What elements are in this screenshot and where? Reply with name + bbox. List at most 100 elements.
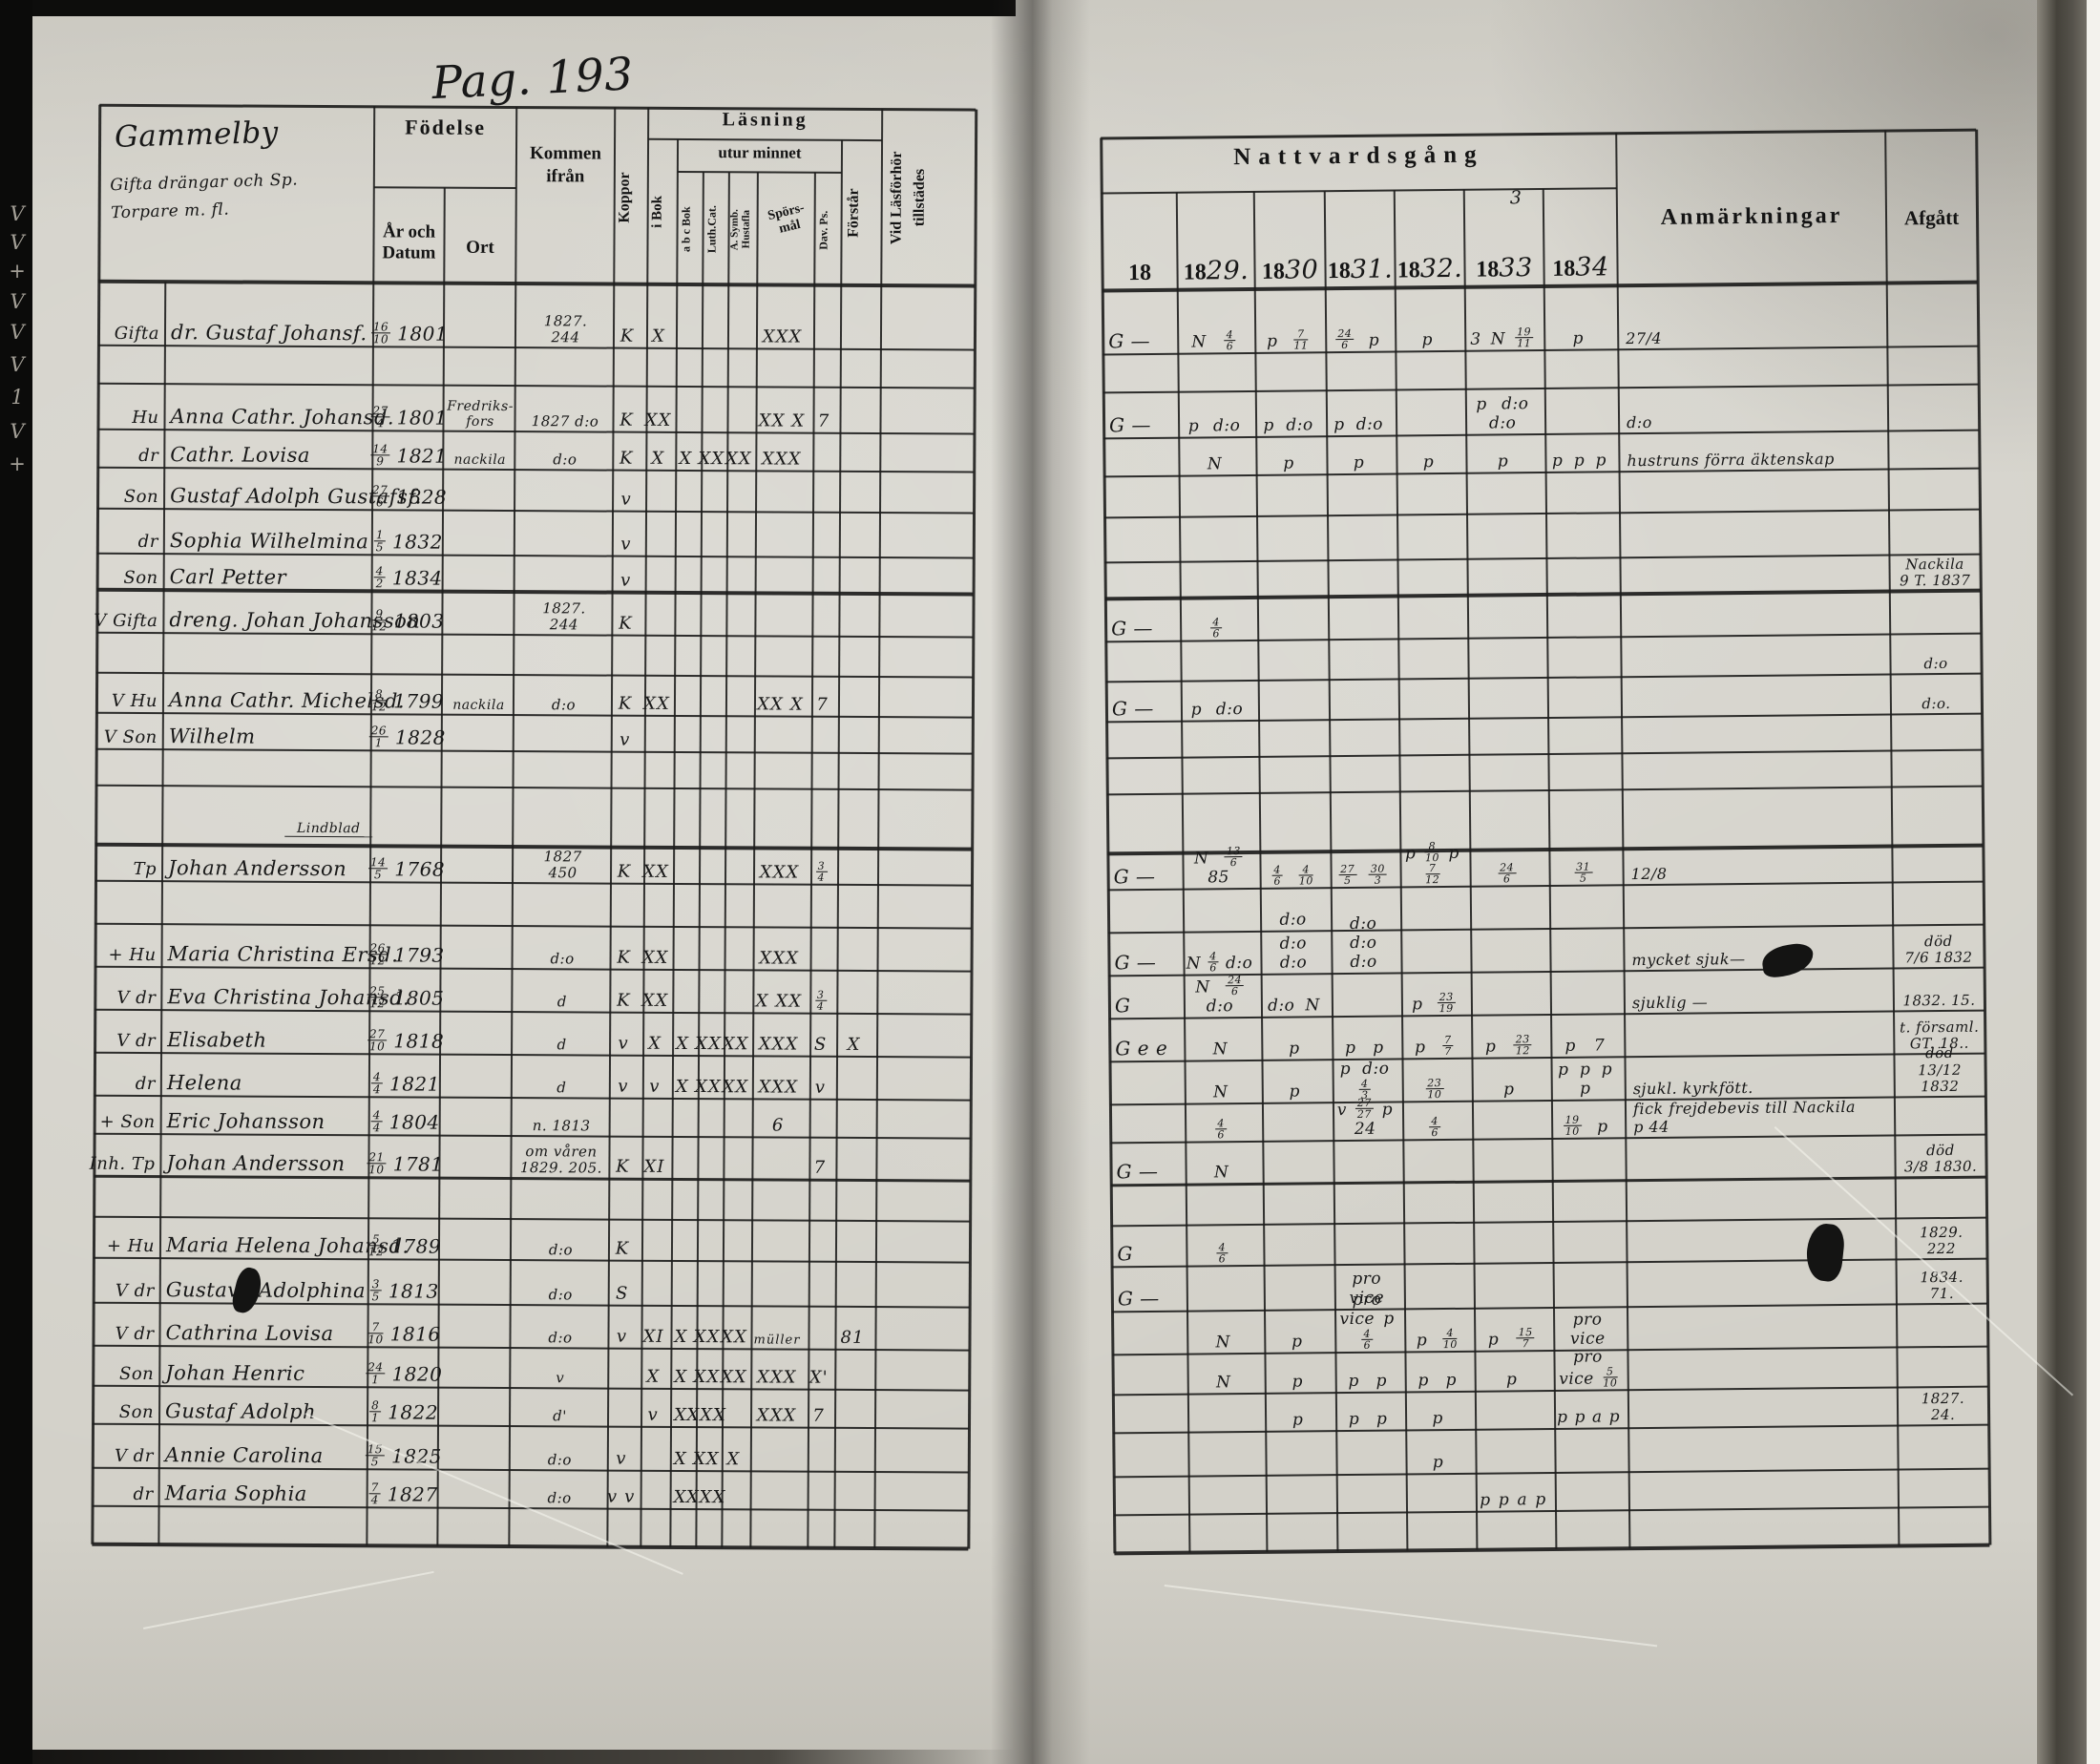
edge-handwritten-mark: V <box>10 202 25 225</box>
communion-mark-cell: p d:o <box>1187 416 1241 436</box>
communion-mark-cell: pro vice <box>1569 1310 1606 1349</box>
communion-mark-cell: p <box>1421 330 1434 350</box>
edge-handwritten-mark: V <box>10 290 25 313</box>
departed-note: 1827. 24. <box>1921 1389 1965 1423</box>
scan-edge-bottom <box>32 1750 1016 1764</box>
communion-col18-mark: G — <box>1111 696 1154 721</box>
header-afgatt: Afgått <box>1903 205 1960 230</box>
communion-mark-cell: N 13 6 85 <box>1193 845 1243 888</box>
communion-mark-cell: N <box>1215 1373 1231 1393</box>
communion-mark-cell: p <box>1422 452 1435 472</box>
communion-mark-cell: 31 5 <box>1574 860 1593 885</box>
communion-col18-mark: G — <box>1108 328 1151 353</box>
year-label: 18 34 <box>1552 252 1609 283</box>
communion-mark-cell: 24 6 p <box>1335 326 1380 352</box>
communion-mark-cell: p 15 7 <box>1487 1326 1535 1351</box>
edge-handwritten-mark: V <box>10 353 25 376</box>
remark-note: hustruns förra äktenskap <box>1627 449 1835 470</box>
communion-col18-mark: G <box>1117 1242 1134 1266</box>
communion-mark-cell: N 24 6 d:o <box>1195 974 1245 1017</box>
year-label: 18 29. <box>1183 255 1250 286</box>
communion-mark-cell: 24 6 <box>1498 861 1517 886</box>
communion-mark-cell: p d:o 4 3 <box>1339 1059 1390 1102</box>
communion-mark-cell: d:o d:o d:o <box>1349 914 1377 972</box>
scan-margin-right <box>2087 0 2100 1764</box>
year-label: 18 33 <box>1476 253 1533 284</box>
communion-mark-cell: 27 5 30 3 <box>1338 862 1387 888</box>
communion-mark-cell: p <box>1283 453 1294 473</box>
communion-mark-cell: 3 N 19 11 <box>1470 326 1534 350</box>
scan-edge-top <box>32 0 1016 16</box>
communion-mark-cell: p 23 12 <box>1484 1033 1532 1058</box>
communion-mark-cell: p d:o <box>1334 414 1384 435</box>
communion-mark-cell: 23 10 <box>1425 1077 1444 1102</box>
communion-mark-cell: p 7 11 <box>1267 327 1309 352</box>
rule-line <box>1104 553 1981 564</box>
communion-col18-mark: G — <box>1108 412 1152 437</box>
communion-mark-cell: p <box>1497 452 1509 472</box>
communion-col18-mark: G — <box>1114 950 1157 975</box>
communion-col18-mark: G — <box>1113 864 1156 889</box>
communion-col18-mark: G — <box>1116 1159 1159 1184</box>
year-superscript-mark: 3 <box>1509 187 1522 209</box>
remark-note: fick frejdebevis till Nackila p 44 <box>1632 1097 1857 1136</box>
communion-mark-cell: d:o <box>1279 910 1307 930</box>
book-edge-right <box>2037 0 2087 1764</box>
rule-line <box>1104 588 1981 601</box>
communion-col18-mark: G e e <box>1115 1036 1168 1060</box>
year-label: 18 31. <box>1327 254 1394 284</box>
communion-mark-cell: 19 10 p <box>1563 1113 1608 1138</box>
edge-handwritten-mark: V <box>10 231 25 254</box>
edge-handwritten-mark: + <box>9 260 26 283</box>
communion-mark-cell: p <box>1289 1082 1301 1102</box>
communion-mark-cell: N 4 6 d:o <box>1186 950 1253 975</box>
departed-note: d:o <box>1923 654 1948 672</box>
communion-mark-cell: p <box>1353 452 1365 472</box>
year-label: 18 30 <box>1261 255 1319 285</box>
edge-handwritten-mark: V <box>10 420 25 443</box>
communion-mark-cell: p <box>1502 1080 1515 1100</box>
book-gutter-shadow <box>991 0 1090 1764</box>
communion-mark-cell: p d:o <box>1190 700 1244 720</box>
communion-mark-cell: pro vice 5 10 <box>1559 1347 1618 1390</box>
year-label: 18 32. <box>1396 253 1463 284</box>
communion-mark-cell: p <box>1292 1410 1304 1430</box>
communion-mark-cell: p 8 10 p 7 12 <box>1404 840 1460 887</box>
communion-mark-cell: p <box>1289 1039 1300 1059</box>
edge-handwritten-mark: 1 <box>10 386 24 409</box>
rule-line <box>1114 1543 1990 1556</box>
communion-mark-cell: p d:o d:o <box>1476 394 1529 433</box>
communion-mark-cell: N <box>1213 1163 1229 1183</box>
rule-line <box>1101 187 1617 195</box>
communion-mark-cell: p <box>1432 1409 1443 1429</box>
book-edge-left <box>0 0 32 1764</box>
communion-mark-cell: N <box>1213 1082 1228 1102</box>
communion-mark-cell: p <box>1292 1332 1303 1352</box>
departed-note: 1834. 71. <box>1920 1268 1964 1302</box>
departed-note: d:o. <box>1922 694 1951 712</box>
edge-handwritten-mark: + <box>9 452 26 475</box>
year-label: 18 <box>1127 260 1152 286</box>
rule-line <box>1111 1216 1987 1228</box>
remark-note: sjukl. kyrkfött. <box>1632 1078 1754 1098</box>
header-anmarkningar: Anmärkningar <box>1660 202 1843 230</box>
departed-note: död 7/6 1832 <box>1904 932 1973 967</box>
communion-mark-cell: p <box>1505 1370 1518 1390</box>
remark-note: d:o <box>1627 412 1652 431</box>
rule-line <box>1113 1423 1989 1435</box>
communion-mark-cell: p <box>1572 328 1585 348</box>
header-nattvardsgang: Nattvardsgång <box>1233 141 1484 171</box>
